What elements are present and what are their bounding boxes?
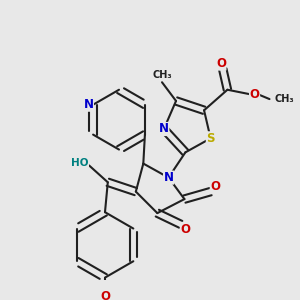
Text: O: O xyxy=(210,180,220,194)
Text: N: N xyxy=(83,98,93,111)
Text: O: O xyxy=(250,88,260,101)
Text: CH₃: CH₃ xyxy=(274,94,294,104)
Text: CH₃: CH₃ xyxy=(152,70,172,80)
Text: S: S xyxy=(206,132,215,145)
Text: O: O xyxy=(100,290,110,300)
Text: HO: HO xyxy=(71,158,88,168)
Text: N: N xyxy=(159,122,169,136)
Text: N: N xyxy=(164,171,173,184)
Text: O: O xyxy=(216,57,226,70)
Text: O: O xyxy=(180,223,190,236)
